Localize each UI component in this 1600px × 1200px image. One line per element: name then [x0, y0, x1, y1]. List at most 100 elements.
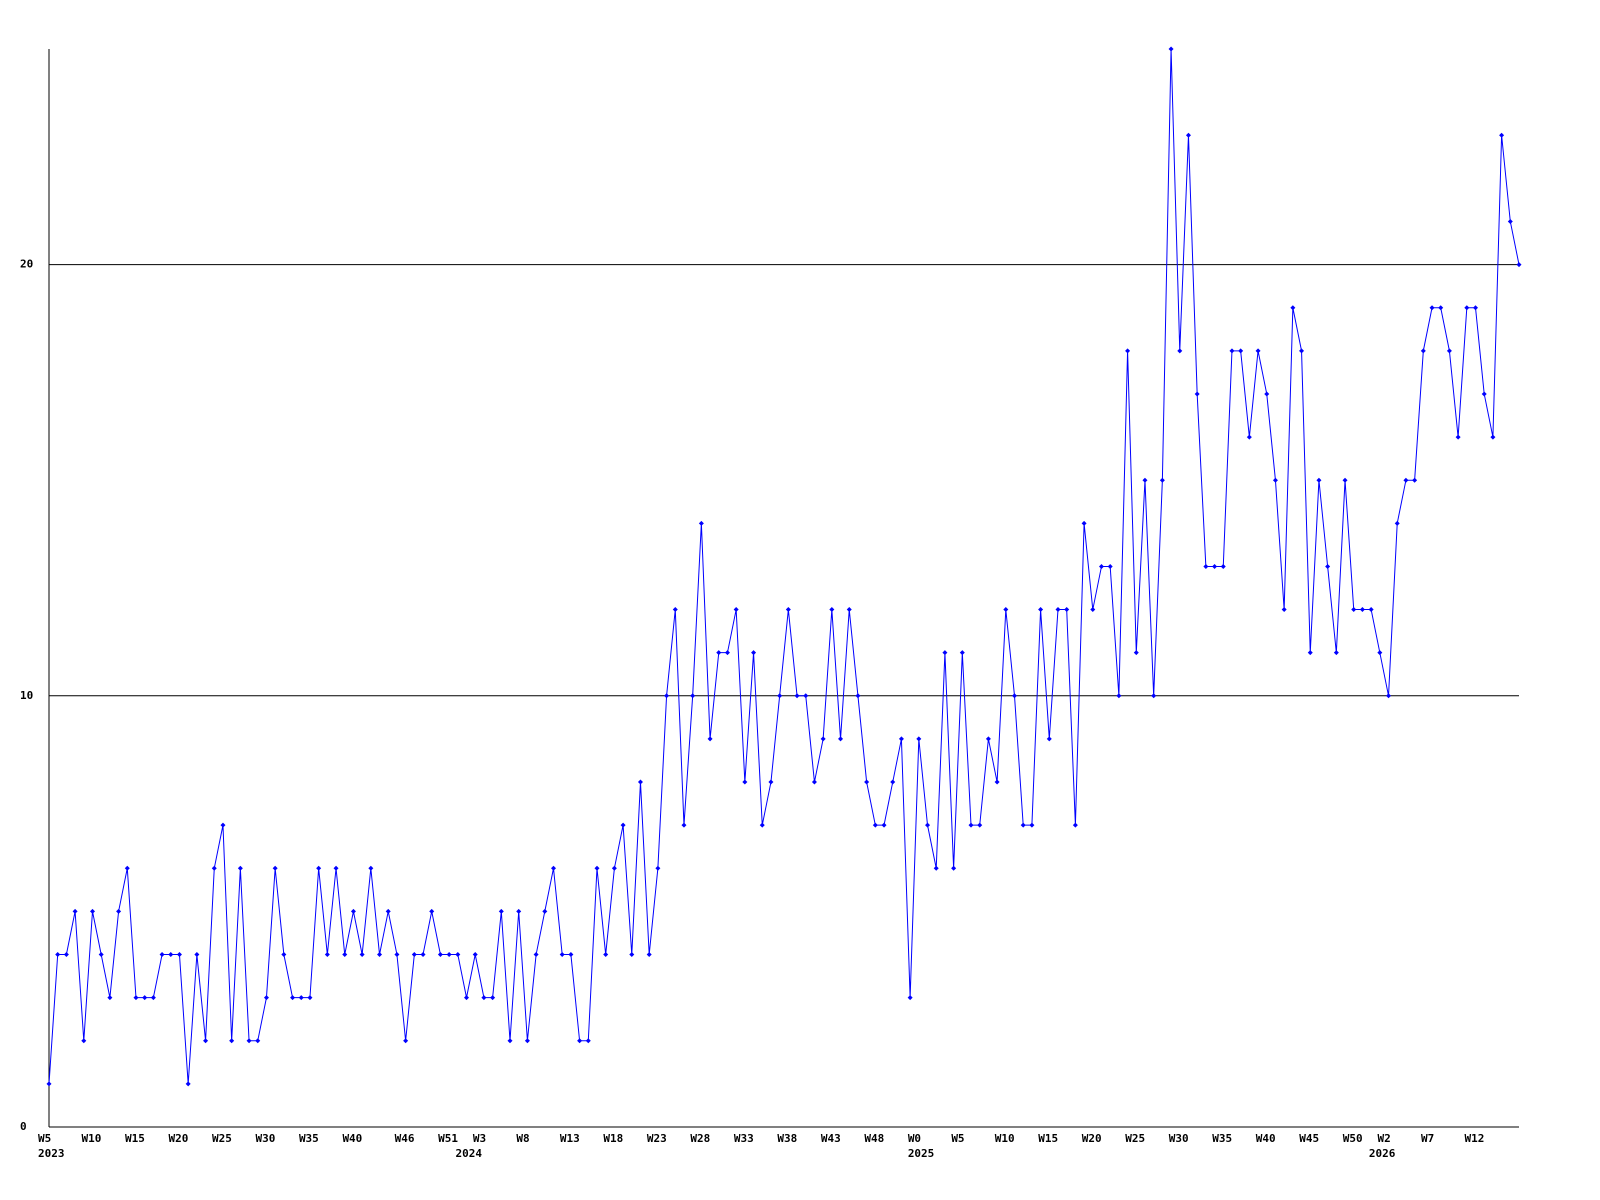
x-tick-label: W23 [647, 1132, 667, 1145]
x-tick-label: W13 [560, 1132, 580, 1145]
data-point [968, 822, 974, 828]
data-point [1159, 477, 1165, 483]
data-point [672, 607, 678, 613]
x-tick-label: W35 [1212, 1132, 1232, 1145]
data-point [655, 865, 661, 871]
data-point [994, 779, 1000, 785]
data-point [777, 693, 783, 699]
data-point [942, 650, 948, 656]
year-label: 2025 [908, 1147, 935, 1160]
data-point [333, 865, 339, 871]
data-point [803, 693, 809, 699]
data-point [307, 995, 313, 1001]
data-point [811, 779, 817, 785]
data-point [1220, 563, 1226, 569]
data-point [1490, 434, 1496, 440]
x-tick-label: W38 [777, 1132, 797, 1145]
data-point [872, 822, 878, 828]
data-point [1307, 650, 1313, 656]
data-point [629, 952, 635, 958]
data-point [1151, 693, 1157, 699]
data-point [55, 952, 61, 958]
data-point [1342, 477, 1348, 483]
y-tick-label: 20 [20, 258, 33, 271]
data-point [350, 908, 356, 914]
data-point [524, 1038, 530, 1044]
data-point [1107, 563, 1113, 569]
data-point [176, 952, 182, 958]
data-point [890, 779, 896, 785]
data-point [1455, 434, 1461, 440]
data-point [116, 908, 122, 914]
data-point [1481, 391, 1487, 397]
data-point [1429, 305, 1435, 311]
year-label: 2023 [38, 1147, 65, 1160]
data-point [542, 908, 548, 914]
data-point [1281, 607, 1287, 613]
data-point [933, 865, 939, 871]
data-point [785, 607, 791, 613]
data-point [1116, 693, 1122, 699]
data-point [742, 779, 748, 785]
data-point [1386, 693, 1392, 699]
data-point [142, 995, 148, 1001]
data-point [1325, 563, 1331, 569]
data-point [611, 865, 617, 871]
data-point [698, 520, 704, 526]
data-point [1168, 46, 1174, 52]
x-tick-label: W25 [1125, 1132, 1145, 1145]
data-point [1351, 607, 1357, 613]
x-tick-label: W10 [81, 1132, 101, 1145]
data-point [385, 908, 391, 914]
data-point [1368, 607, 1374, 613]
data-point [620, 822, 626, 828]
data-point [1055, 607, 1061, 613]
data-point [211, 865, 217, 871]
data-point [820, 736, 826, 742]
data-point [603, 952, 609, 958]
data-point [1081, 520, 1087, 526]
data-point [1229, 348, 1235, 354]
data-point [829, 607, 835, 613]
year-label: 2026 [1369, 1147, 1396, 1160]
y-tick-label: 10 [20, 689, 33, 702]
data-point [985, 736, 991, 742]
data-point [759, 822, 765, 828]
data-point [237, 865, 243, 871]
data-point [838, 736, 844, 742]
data-point [133, 995, 139, 1001]
data-point [185, 1081, 191, 1087]
data-point [951, 865, 957, 871]
data-point [194, 952, 200, 958]
data-point [1264, 391, 1270, 397]
data-point [63, 952, 69, 958]
data-point [1203, 563, 1209, 569]
data-point [220, 822, 226, 828]
data-point [263, 995, 269, 1001]
x-tick-label: W18 [603, 1132, 623, 1145]
data-point [794, 693, 800, 699]
data-point [577, 1038, 583, 1044]
data-point [1412, 477, 1418, 483]
data-point [298, 995, 304, 1001]
data-point [1142, 477, 1148, 483]
x-tick-label: W5 [951, 1132, 964, 1145]
data-point [1446, 348, 1452, 354]
data-point [637, 779, 643, 785]
data-point [472, 952, 478, 958]
data-point [429, 908, 435, 914]
data-point [437, 952, 443, 958]
x-tick-label: W43 [821, 1132, 841, 1145]
data-point [229, 1038, 235, 1044]
data-point [420, 952, 426, 958]
data-point [533, 952, 539, 958]
data-point [1316, 477, 1322, 483]
x-tick-label: W40 [1256, 1132, 1276, 1145]
data-point [464, 995, 470, 1001]
data-point [46, 1081, 52, 1087]
x-tick-label: W20 [1082, 1132, 1102, 1145]
data-point [316, 865, 322, 871]
data-point [1333, 650, 1339, 656]
data-point [1246, 434, 1252, 440]
data-point [1507, 218, 1513, 224]
